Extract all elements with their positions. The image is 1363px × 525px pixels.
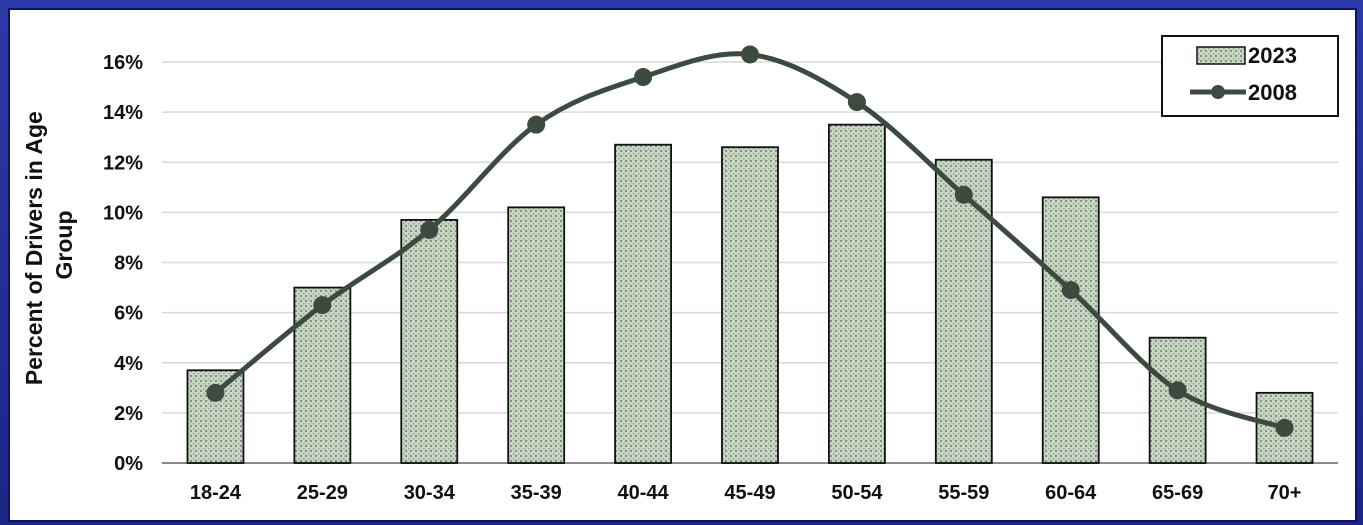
legend: 2023 2008 bbox=[1161, 35, 1339, 117]
bar-series-2023 bbox=[186, 123, 1314, 464]
bar-2023 bbox=[614, 143, 672, 464]
bar-2023 bbox=[828, 123, 886, 464]
x-tick-label: 60-64 bbox=[1045, 482, 1097, 504]
point-2008 bbox=[741, 45, 759, 64]
x-tick-label: 55-59 bbox=[938, 482, 989, 504]
point-2008 bbox=[954, 185, 973, 204]
point-2008 bbox=[1168, 381, 1187, 400]
y-axis-label: Percent of Drivers in Age Group bbox=[21, 105, 77, 385]
bar-2023 bbox=[507, 206, 566, 464]
y-axis-ticks: 0% 2% 4% 6% 8% 10% 12% 14% 16% bbox=[103, 52, 143, 475]
y-tick-label: 6% bbox=[114, 303, 143, 325]
point-2008 bbox=[847, 93, 866, 112]
bar-2023 bbox=[1041, 196, 1100, 464]
x-tick-label: 25-29 bbox=[297, 482, 348, 504]
line-series-2008 bbox=[206, 45, 1294, 437]
point-2008 bbox=[1275, 418, 1294, 437]
y-tick-label: 10% bbox=[103, 202, 143, 224]
point-2008 bbox=[206, 383, 225, 402]
y-tick-label: 2% bbox=[114, 403, 143, 425]
legend-label-2008: 2008 bbox=[1248, 80, 1297, 105]
point-2008 bbox=[313, 296, 332, 315]
legend-label-2023: 2023 bbox=[1248, 43, 1297, 68]
x-tick-label: 45-49 bbox=[724, 482, 775, 504]
x-tick-label: 65-69 bbox=[1152, 482, 1203, 504]
bar-2023 bbox=[400, 218, 459, 464]
legend-box bbox=[1161, 35, 1339, 117]
x-tick-label: 40-44 bbox=[618, 482, 670, 504]
x-tick-label: 35-39 bbox=[511, 482, 562, 504]
y-axis-label-line-2: Group bbox=[51, 211, 77, 280]
point-2008 bbox=[420, 220, 439, 239]
y-axis-label-line-1: Percent of Drivers in Age bbox=[21, 111, 47, 385]
y-tick-label: 0% bbox=[114, 453, 143, 475]
x-tick-label: 18-24 bbox=[190, 482, 242, 504]
point-2008 bbox=[527, 115, 546, 134]
x-tick-label: 30-34 bbox=[404, 482, 456, 504]
y-tick-label: 14% bbox=[103, 102, 143, 124]
y-tick-label: 8% bbox=[114, 253, 143, 275]
x-tick-label: 50-54 bbox=[831, 482, 883, 504]
y-tick-label: 16% bbox=[103, 52, 143, 74]
legend-swatch-2008-marker bbox=[1211, 85, 1225, 99]
x-axis-ticks: 18-24 25-29 30-34 35-39 40-44 45-49 50-54 55-59… bbox=[190, 482, 1302, 504]
y-tick-label: 4% bbox=[114, 353, 143, 375]
point-2008 bbox=[1061, 281, 1080, 300]
point-2008 bbox=[634, 68, 653, 87]
legend-swatch-2023 bbox=[1196, 46, 1246, 65]
y-tick-label: 12% bbox=[103, 152, 143, 174]
x-tick-label: 70+ bbox=[1268, 482, 1302, 504]
bar-2023 bbox=[721, 146, 779, 464]
bar-2023 bbox=[934, 158, 993, 464]
